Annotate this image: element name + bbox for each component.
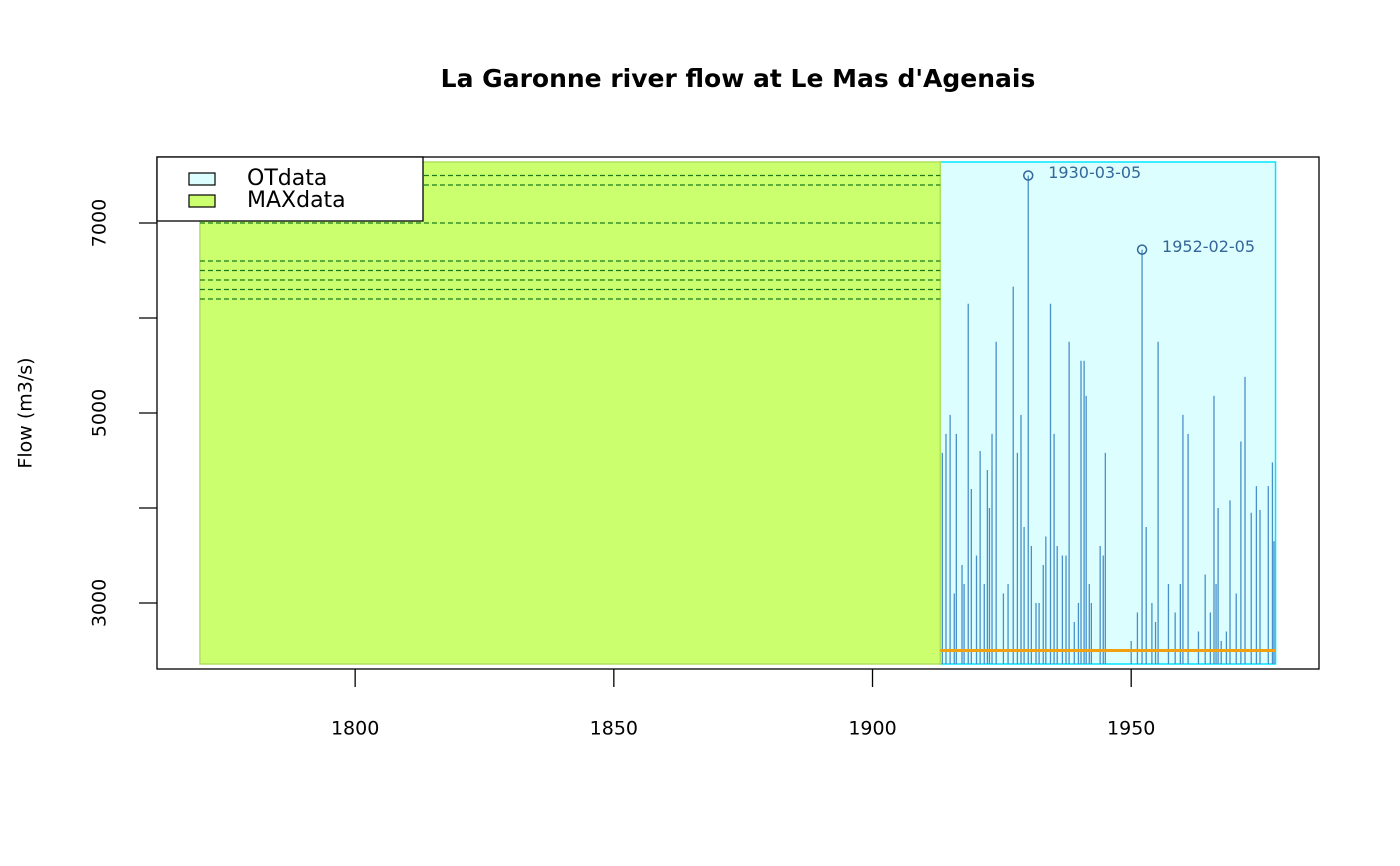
legend-swatch <box>188 194 216 208</box>
legend-label: OTdata <box>247 166 327 191</box>
y-tick-label: 7000 <box>89 199 111 247</box>
annotation-label: 1930-03-05 <box>1048 163 1141 182</box>
legend-swatch <box>188 172 216 186</box>
y-axis-label: Flow (m3/s) <box>15 357 37 468</box>
legend-label: MAXdata <box>247 188 346 213</box>
annotation-point <box>1136 244 1148 255</box>
x-tick-label: 1950 <box>1107 718 1155 740</box>
block <box>199 161 942 665</box>
x-tick-label: 1900 <box>848 718 896 740</box>
annotation-point <box>1022 170 1034 181</box>
y-tick-label: 5000 <box>89 389 111 437</box>
y-tick-label: 3000 <box>89 579 111 627</box>
chart-title: La Garonne river flow at Le Mas d'Agenai… <box>441 64 1036 93</box>
x-tick-label: 1800 <box>331 718 379 740</box>
x-tick-label: 1850 <box>590 718 638 740</box>
annotation-label: 1952-02-05 <box>1162 237 1255 256</box>
legend-box <box>156 156 424 222</box>
